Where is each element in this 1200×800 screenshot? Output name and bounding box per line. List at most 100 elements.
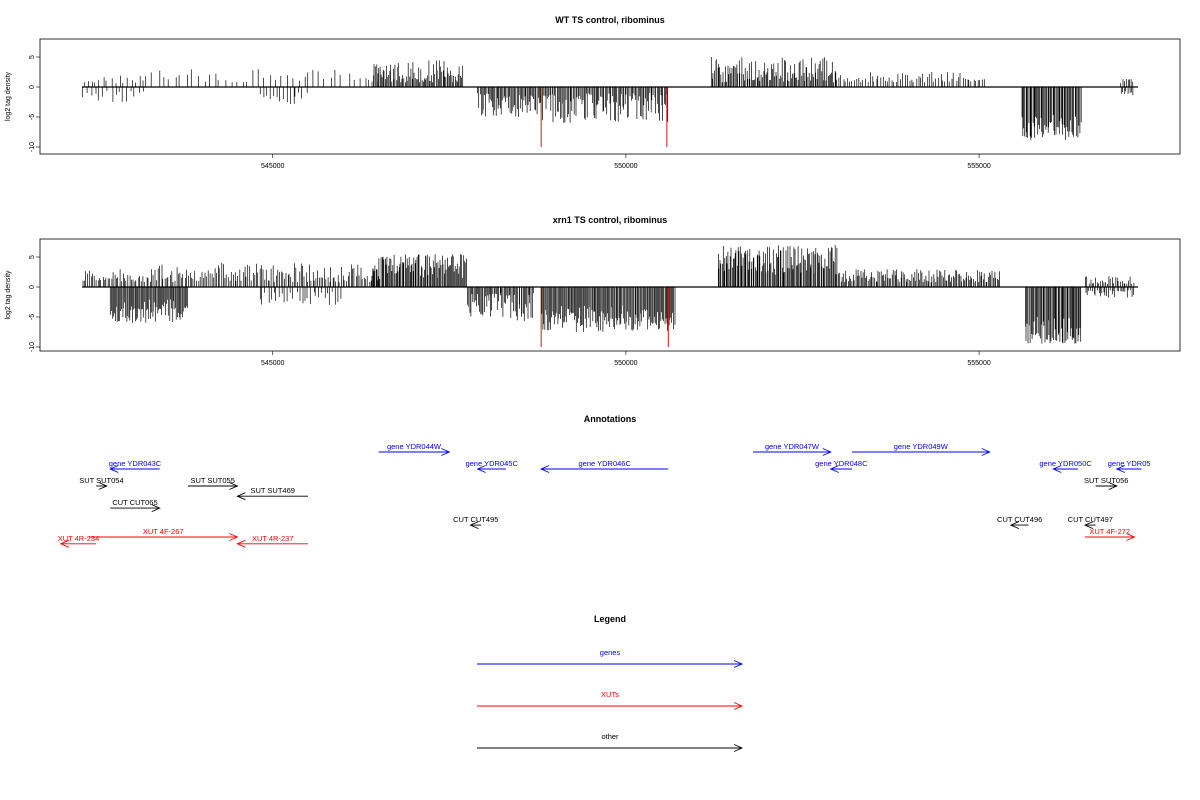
annotation-label: SUT SUT055 (190, 476, 234, 485)
chart-title: xrn1 TS control, ribominus (553, 215, 668, 225)
x-tick-label: 555000 (967, 360, 990, 367)
y-tick-label: 0 (29, 85, 36, 89)
annotation-label: XUT 4F-272 (1089, 527, 1130, 536)
y-tick-label: 5 (29, 255, 36, 259)
annotation-gene-ydr047w: gene YDR047W (753, 442, 832, 456)
annotation-cut-cut496: CUT CUT496 (997, 515, 1042, 530)
annotation-label: gene YDR05 (1108, 459, 1151, 468)
arrow-head-icon (540, 465, 550, 473)
annotation-label: CUT CUT495 (453, 515, 498, 524)
annotation-label: SUT SUT056 (1084, 476, 1128, 485)
xrn1-track-panel: xrn1 TS control, ribominus log2 tag densi… (5, 215, 1181, 367)
arrow-head-icon (1126, 533, 1136, 541)
y-axis-label: log2 tag density (5, 71, 12, 121)
arrow-head-icon (733, 744, 744, 752)
annotation-label: gene YDR049W (894, 442, 949, 451)
y-axis-label: log2 tag density (5, 270, 12, 320)
y-tick-label: -10 (29, 142, 36, 152)
y-tick-label: -10 (29, 342, 36, 352)
annotations-panel: Annotations gene YDR043C gene YDR044W gene … (58, 414, 1151, 548)
annotation-gene-ydr044w: gene YDR044W (378, 442, 451, 456)
annotation-sut-sut055: SUT SUT055 (187, 476, 239, 490)
annotation-label: CUT CUT496 (997, 515, 1042, 524)
annotation-xut-4r-237: XUT 4R-237 (236, 534, 309, 548)
annotations-title: Annotations (584, 414, 637, 424)
annotation-xut-4f-272: XUT 4F-272 (1085, 527, 1136, 541)
annotation-label: XUT 4R-237 (252, 534, 294, 543)
annotation-cut-cut065: CUT CUT065 (110, 498, 161, 513)
arrow-head-icon (1108, 482, 1118, 490)
arrow-head-icon (151, 504, 161, 513)
y-tick-label: 0 (29, 285, 36, 289)
x-tick-label: 545000 (261, 163, 284, 170)
y-tick-label: -5 (29, 114, 36, 120)
annotation-cut-cut497: CUT CUT497 (1068, 515, 1113, 530)
arrow-head-icon (236, 492, 246, 501)
arrow-head-icon (59, 539, 69, 548)
legend-panel: Legend genes XUTs other (477, 614, 744, 752)
annotation-gene-ydr05: gene YDR05 (1108, 459, 1151, 473)
annotation-gene-ydr048c: gene YDR048C (815, 459, 868, 473)
arrow-head-icon (109, 465, 119, 473)
annotation-xut-4r-234: XUT 4R-234 (58, 534, 100, 548)
annotation-label: SUT SUT054 (79, 476, 123, 485)
annotation-label: gene YDR044W (387, 442, 442, 451)
legend-entry-xuts: XUTs (477, 690, 744, 710)
annotation-gene-ydr049w: gene YDR049W (851, 442, 991, 456)
annotation-sut-sut469: SUT SUT469 (236, 486, 309, 501)
annotation-cut-cut495: CUT CUT495 (453, 515, 498, 530)
arrow-head-icon (733, 660, 744, 668)
chart-title: WT TS control, ribominus (555, 15, 665, 25)
arrow-head-icon (733, 702, 744, 710)
annotation-label: SUT SUT469 (250, 486, 294, 495)
annotation-label: gene YDR045C (465, 459, 518, 468)
arrow-head-icon (441, 448, 451, 456)
x-tick-label: 555000 (967, 163, 990, 170)
arrow-head-icon (476, 465, 486, 473)
annotation-label: CUT CUT065 (112, 498, 157, 507)
legend-label: genes (600, 648, 621, 657)
arrow-head-icon (1083, 521, 1094, 530)
annotation-sut-sut056: SUT SUT056 (1084, 476, 1128, 490)
annotation-label: CUT CUT497 (1068, 515, 1113, 524)
arrow-head-icon (236, 539, 246, 548)
annotation-label: gene YDR046C (578, 459, 631, 468)
x-tick-label: 545000 (261, 360, 284, 367)
arrow-head-icon (1115, 465, 1125, 473)
annotation-xut-4f-267: XUT 4F-267 (89, 527, 239, 541)
annotation-gene-ydr043c: gene YDR043C (109, 459, 162, 473)
arrow-head-icon (1052, 465, 1062, 473)
annotation-label: gene YDR047W (765, 442, 820, 451)
arrow-head-icon (229, 533, 239, 541)
arrow-head-icon (229, 482, 239, 490)
y-tick-label: -5 (29, 314, 36, 320)
arrow-head-icon (1009, 521, 1020, 530)
arrow-head-icon (981, 448, 991, 456)
y-tick-label: 5 (29, 55, 36, 59)
x-tick-label: 550000 (614, 360, 637, 367)
legend-entry-genes: genes (477, 648, 744, 668)
arrow-head-icon (469, 521, 479, 530)
bars-group (82, 245, 1135, 344)
arrow-head-icon (98, 482, 108, 490)
legend-label: XUTs (601, 690, 619, 699)
annotation-gene-ydr050c: gene YDR050C (1039, 459, 1092, 473)
annotation-gene-ydr046c: gene YDR046C (540, 459, 669, 473)
bars-group (81, 57, 1134, 141)
annotation-gene-ydr045c: gene YDR045C (465, 459, 518, 473)
annotation-label: XUT 4F-267 (143, 527, 184, 536)
plot-frame (39, 38, 1181, 155)
wt-track-panel: WT TS control, ribominus log2 tag density… (5, 15, 1181, 170)
legend-title: Legend (594, 614, 626, 624)
annotation-label: XUT 4R-234 (58, 534, 100, 543)
x-tick-label: 550000 (614, 163, 637, 170)
legend-label: other (601, 732, 619, 741)
annotation-label: gene YDR043C (109, 459, 162, 468)
annotation-label: gene YDR048C (815, 459, 868, 468)
legend-entry-other: other (477, 732, 744, 752)
arrow-head-icon (822, 448, 832, 456)
arrow-head-icon (829, 465, 839, 473)
annotation-label: gene YDR050C (1039, 459, 1092, 468)
annotation-sut-sut054: SUT SUT054 (79, 476, 124, 490)
